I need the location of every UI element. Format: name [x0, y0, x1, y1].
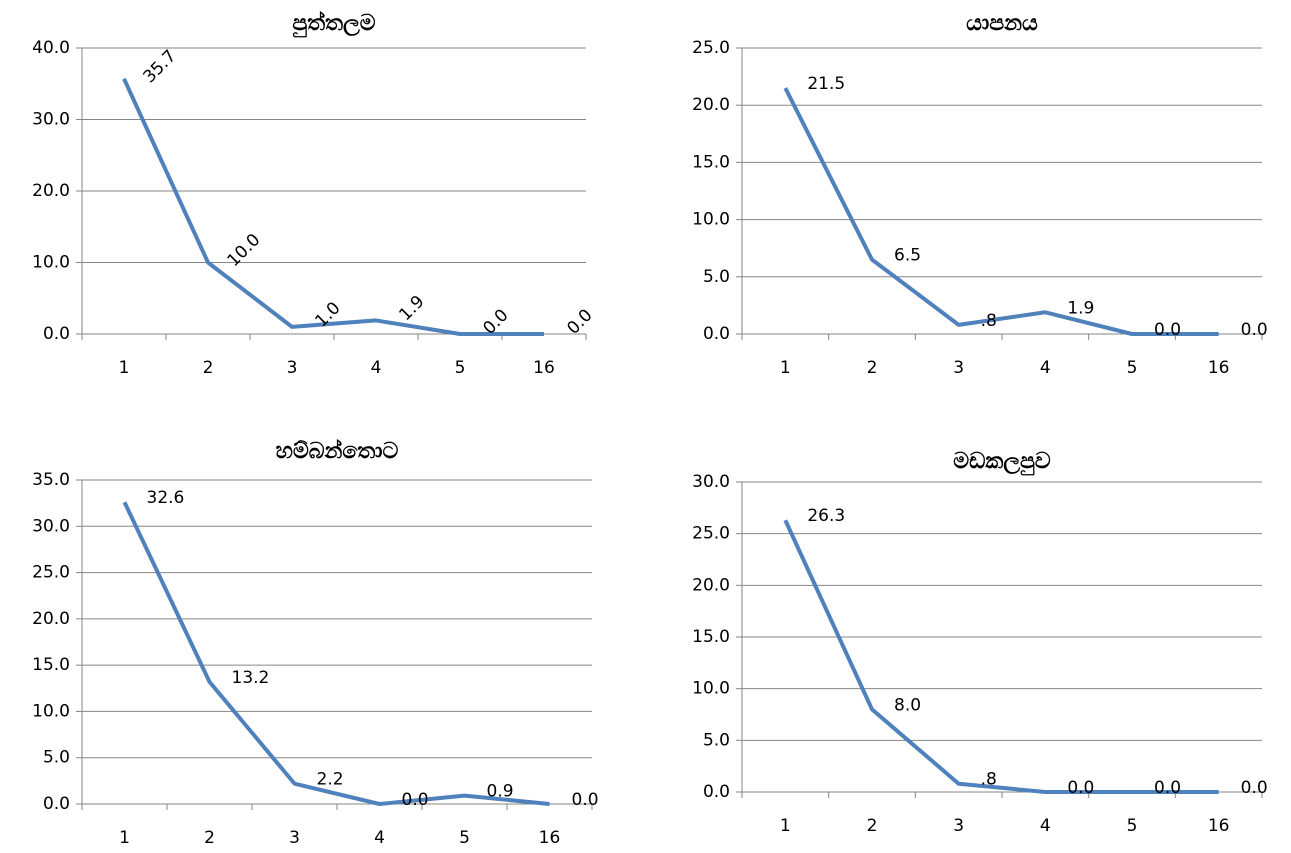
data-label: 1.9 — [395, 292, 428, 325]
data-label: 0.0 — [1241, 320, 1268, 340]
y-tick-label: 0.0 — [43, 324, 70, 344]
y-tick-label: 30.0 — [692, 472, 730, 492]
y-tick-label: 25.0 — [692, 38, 730, 58]
data-line — [783, 87, 1219, 336]
data-label: 35.7 — [140, 46, 181, 87]
data-line — [122, 501, 550, 806]
y-tick-label: 15.0 — [692, 152, 730, 172]
x-tick-label: 5 — [459, 828, 470, 848]
y-tick-label: 20.0 — [32, 181, 70, 201]
chart-title: මඩකලපුව — [953, 449, 1051, 476]
data-line — [783, 519, 1219, 794]
data-label: 0.0 — [572, 790, 599, 810]
x-tick-label: 16 — [533, 358, 555, 378]
x-tick-label: 16 — [539, 828, 561, 848]
x-tick-label: 2 — [204, 828, 215, 848]
data-label: 10.0 — [224, 230, 265, 271]
data-label: 0.0 — [1154, 320, 1181, 340]
data-label: .8 — [981, 770, 997, 790]
y-tick-label: 15.0 — [32, 655, 70, 675]
data-label: 0.0 — [1067, 778, 1094, 798]
x-tick-label: 5 — [1127, 816, 1138, 836]
y-tick-label: 20.0 — [692, 575, 730, 595]
x-tick-label: 1 — [780, 358, 791, 378]
y-tick-label: 30.0 — [32, 516, 70, 536]
x-tick-label: 16 — [1208, 816, 1230, 836]
data-label: 2.2 — [317, 770, 344, 790]
chart-title: යාපනය — [966, 11, 1038, 36]
y-tick-label: 25.0 — [692, 524, 730, 544]
y-tick-label: 40.0 — [32, 38, 70, 58]
y-tick-label: 0.0 — [703, 782, 730, 802]
y-tick-label: 10.0 — [32, 253, 70, 273]
x-tick-label: 3 — [953, 358, 964, 378]
x-tick-label: 2 — [203, 358, 214, 378]
data-label: 6.5 — [894, 246, 921, 266]
data-label: 0.0 — [1154, 778, 1181, 798]
y-tick-label: 5.0 — [43, 748, 70, 768]
chart-title: හම්බන්තොට — [276, 438, 399, 464]
data-label: 0.0 — [1241, 778, 1268, 798]
x-tick-label: 5 — [1127, 358, 1138, 378]
data-line — [122, 77, 544, 336]
y-tick-label: 35.0 — [32, 470, 70, 490]
x-tick-label: 4 — [374, 828, 385, 848]
y-tick-label: 10.0 — [32, 701, 70, 721]
y-tick-label: 10.0 — [692, 679, 730, 699]
y-tick-label: 30.0 — [32, 110, 70, 130]
y-tick-label: 20.0 — [692, 95, 730, 115]
x-tick-label: 16 — [1208, 358, 1230, 378]
y-tick-label: 25.0 — [32, 563, 70, 583]
x-tick-label: 2 — [867, 358, 878, 378]
data-label: 8.0 — [894, 695, 921, 715]
y-tick-label: 10.0 — [692, 210, 730, 230]
x-tick-label: 3 — [289, 828, 300, 848]
data-label: 0.0 — [402, 790, 429, 810]
data-label: 13.2 — [232, 668, 270, 688]
y-tick-label: 15.0 — [692, 627, 730, 647]
x-tick-label: 4 — [1040, 816, 1051, 836]
data-label: 32.6 — [147, 488, 185, 508]
y-tick-label: 5.0 — [703, 730, 730, 750]
data-label: 21.5 — [807, 74, 845, 94]
x-tick-label: 1 — [119, 828, 130, 848]
data-label: 1.9 — [1067, 298, 1094, 318]
x-tick-label: 3 — [287, 358, 298, 378]
x-tick-label: 4 — [1040, 358, 1051, 378]
x-tick-label: 5 — [455, 358, 466, 378]
x-tick-label: 1 — [780, 816, 791, 836]
y-tick-label: 0.0 — [43, 794, 70, 814]
data-label: .8 — [981, 311, 997, 331]
chart-title: පුත්තලම — [292, 10, 376, 38]
y-tick-label: 0.0 — [703, 324, 730, 344]
x-tick-label: 2 — [867, 816, 878, 836]
data-label: 0.9 — [487, 782, 514, 802]
data-label: 26.3 — [807, 506, 845, 526]
y-tick-label: 5.0 — [703, 267, 730, 287]
x-tick-label: 1 — [119, 358, 130, 378]
y-tick-label: 20.0 — [32, 609, 70, 629]
x-tick-label: 4 — [371, 358, 382, 378]
x-tick-label: 3 — [953, 816, 964, 836]
